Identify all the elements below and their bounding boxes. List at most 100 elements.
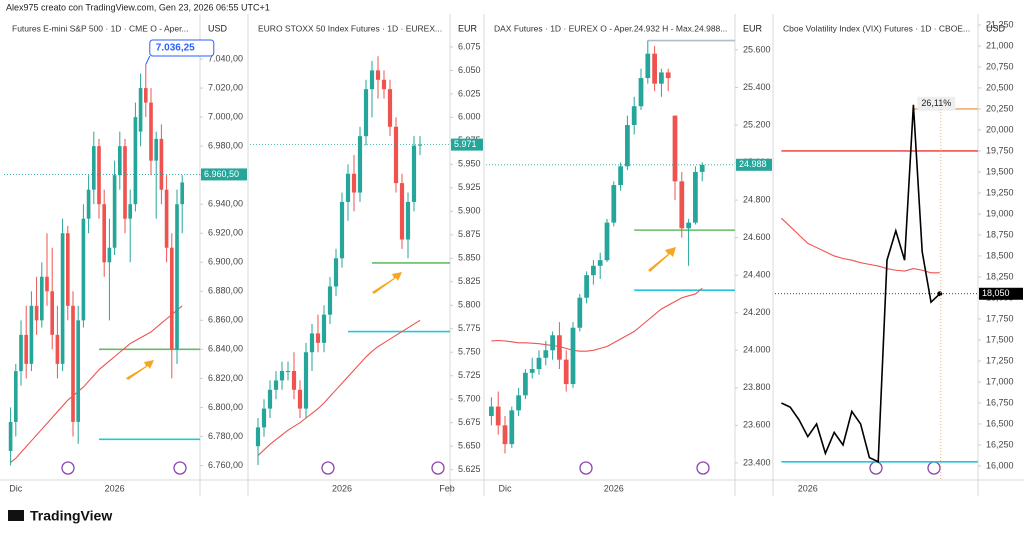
candle-body — [405, 201, 411, 240]
candle-body — [693, 171, 698, 223]
y-tick-label: 5.700 — [458, 394, 481, 404]
callout-box — [149, 39, 215, 57]
candle-body — [76, 320, 81, 422]
candle-body — [34, 305, 39, 321]
x-tick-label: 2026 — [105, 483, 125, 493]
candle-body — [65, 233, 70, 306]
candle-body — [604, 222, 610, 261]
y-tick-label: 24.000 — [743, 345, 771, 355]
annotation-label: 26,11% — [921, 98, 951, 108]
candle-body — [19, 334, 23, 372]
candle-body — [686, 222, 691, 229]
y-tick-label: 17,750 — [986, 313, 1014, 323]
candle-body — [159, 138, 164, 190]
currency: EUR — [458, 23, 478, 33]
candle-body — [495, 406, 501, 426]
last-point — [937, 291, 943, 297]
candle-body — [279, 371, 285, 381]
candle-body — [591, 265, 596, 276]
candle-body — [285, 371, 291, 373]
y-tick-label: 21,000 — [986, 40, 1014, 50]
annotation-box — [917, 96, 956, 111]
panel-title: Futures E-mini S&P 500 · 1D · CME O - Ap… — [12, 23, 189, 33]
x-tick-label: Feb — [439, 483, 455, 493]
candle-body — [516, 395, 521, 411]
candle-body — [645, 53, 651, 79]
candle-body — [375, 70, 381, 80]
y-tick-label: 19,000 — [986, 208, 1014, 218]
y-tick-label: 5.875 — [458, 229, 481, 239]
last-price-label: 24.988 — [739, 159, 767, 169]
y-tick-label: 24.600 — [743, 232, 771, 242]
candle-body — [638, 78, 644, 107]
y-tick-label: 20,750 — [986, 61, 1014, 71]
y-tick-label: 19,250 — [986, 187, 1014, 197]
candle-body — [97, 146, 101, 205]
y-tick-label: 5.950 — [458, 159, 481, 169]
y-tick-label: 6.920,00 — [208, 228, 243, 238]
y-tick-label: 24.400 — [743, 270, 771, 280]
candle-body — [399, 183, 405, 240]
candle-body — [363, 89, 369, 137]
candle-body — [345, 173, 351, 202]
y-tick-label: 6.780,00 — [208, 431, 243, 441]
candle-body — [597, 260, 603, 266]
candle-body — [577, 297, 583, 328]
y-tick-label: 6.880,00 — [208, 286, 243, 296]
candle-body — [45, 276, 49, 292]
x-tick-label: 2026 — [332, 483, 352, 493]
y-tick-label: 23.400 — [743, 457, 771, 467]
y-tick-label: 5.925 — [458, 182, 481, 192]
callout-label: 7.036,25 — [156, 43, 195, 54]
y-tick-label: 16,250 — [986, 439, 1014, 449]
x-tick-label: 2026 — [604, 483, 624, 493]
last-price-box — [201, 168, 247, 181]
candle-body — [699, 164, 705, 172]
arrows — [126, 247, 676, 380]
y-tick-label: 19,750 — [986, 145, 1014, 155]
candle-body — [81, 218, 86, 321]
y-tick-label: 5.750 — [458, 347, 481, 357]
panel-title: EURO STOXX 50 Index Futures · 1D · EUREX… — [258, 23, 442, 33]
candle-body — [351, 173, 357, 193]
candle-body — [112, 175, 117, 248]
y-tick-label: 5.775 — [458, 323, 481, 333]
candle-body — [107, 247, 112, 263]
candle-body — [13, 371, 18, 422]
y-tick-label: 5.900 — [458, 206, 481, 216]
y-tick-label: 5.650 — [458, 441, 481, 451]
currency: USD — [986, 23, 1006, 33]
candle-body — [273, 380, 279, 390]
y-tick-label: 5.725 — [458, 370, 481, 380]
candle-body — [297, 389, 303, 409]
candle-body — [8, 421, 13, 451]
candle-body — [584, 275, 589, 298]
candle-body — [618, 166, 623, 186]
y-tick-label: 17,500 — [986, 334, 1014, 344]
candle-body — [138, 88, 143, 132]
candle-body — [315, 333, 321, 343]
y-tick-label: 17,000 — [986, 376, 1014, 386]
y-tick-label: 16,500 — [986, 418, 1014, 428]
candle-body — [164, 189, 169, 248]
candle-body — [180, 182, 185, 205]
candle-body — [255, 427, 261, 447]
candle-body — [369, 70, 375, 90]
y-tick-label: 5.625 — [458, 464, 481, 474]
candle-body — [665, 72, 671, 79]
y-tick-label: 7.000,00 — [208, 111, 243, 121]
y-tick-label: 7.040,00 — [208, 53, 243, 63]
panel-title: Cboe Volatility Index (VIX) Futures · 1D… — [783, 23, 970, 33]
logo-icon — [8, 510, 24, 521]
candle-body — [175, 204, 179, 350]
candle-body — [154, 138, 159, 161]
currency: USD — [208, 23, 228, 33]
moving-average — [257, 319, 421, 456]
panel-title: DAX Futures · 1D · EUREX O - Aper.24.932… — [494, 23, 727, 33]
y-tick-label: 6.820,00 — [208, 373, 243, 383]
y-tick-label: 18,250 — [986, 271, 1014, 281]
candle-body — [550, 335, 555, 351]
y-tick-label: 17,250 — [986, 355, 1014, 365]
